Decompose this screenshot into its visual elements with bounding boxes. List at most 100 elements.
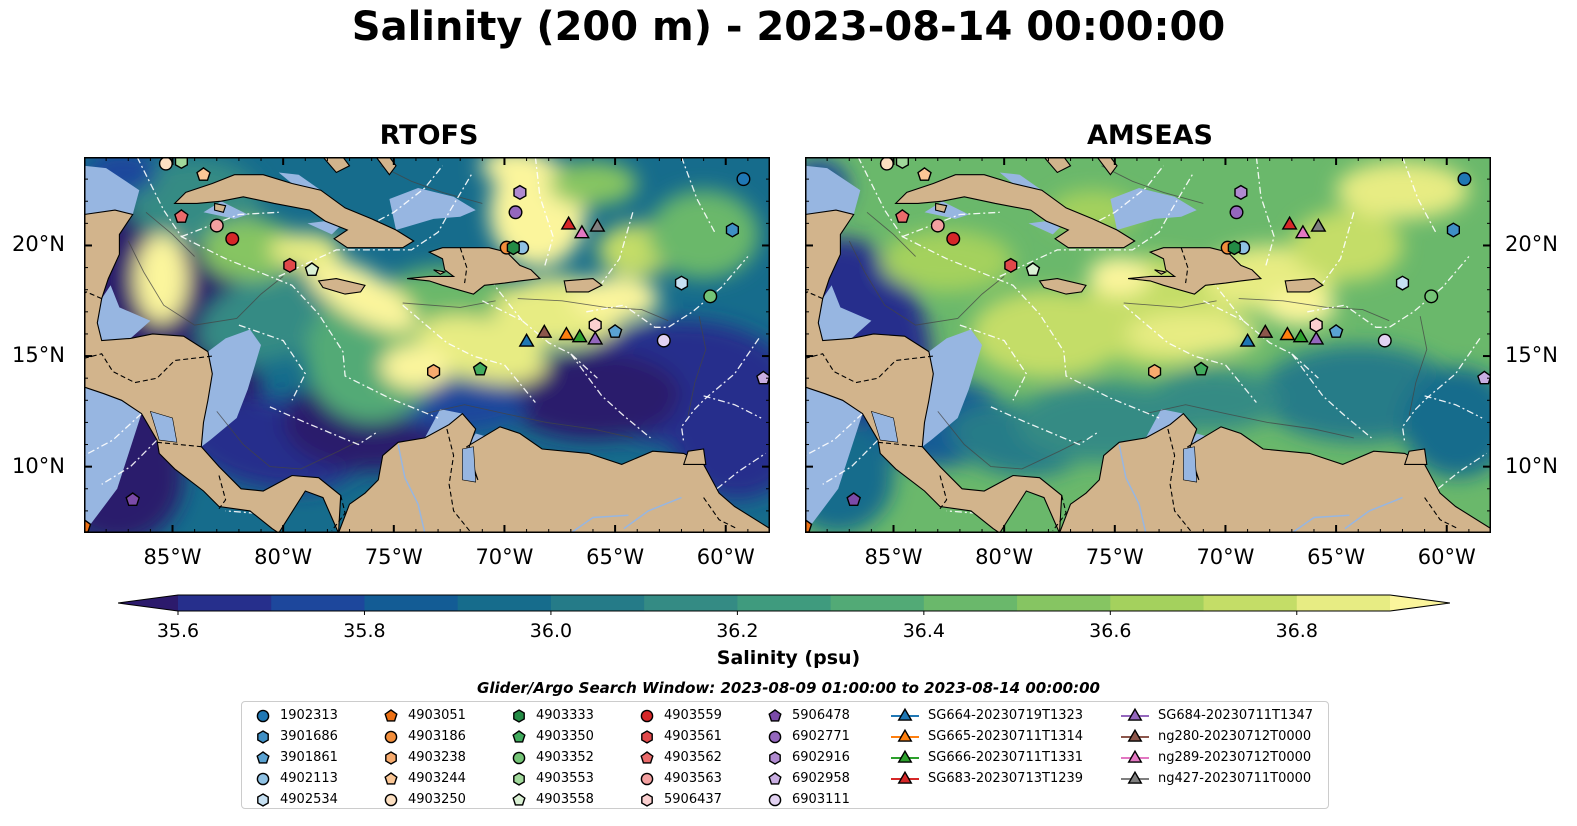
marker-5906437[interactable] [588,317,602,333]
marker-4903563[interactable] [930,218,945,233]
marker-4903562[interactable] [174,209,189,223]
marker-5906478[interactable] [846,492,862,506]
marker-4903238[interactable] [427,363,441,380]
marker-SG683-20230713T1239[interactable] [560,215,577,230]
marker-SG664-20230719T1323[interactable] [1239,332,1256,347]
legend-symbol[interactable] [256,750,270,764]
marker-4903352[interactable] [703,289,718,304]
map-amseas[interactable] [805,157,1491,533]
marker-1902313[interactable] [736,172,751,187]
legend-symbol[interactable] [769,750,781,765]
marker-4903561[interactable] [283,257,297,274]
marker-SG665-20230711T1314[interactable] [1279,326,1296,341]
marker-6902916[interactable] [1234,184,1248,201]
marker-5906478[interactable] [125,492,141,506]
marker-4903238[interactable] [1148,363,1162,380]
marker-4903553[interactable] [895,157,910,170]
marker-3901861[interactable] [1328,324,1344,338]
marker-ng427-20230711T0000[interactable] [589,217,606,232]
legend-symbol[interactable] [641,729,653,744]
marker-4902534[interactable] [1395,275,1410,291]
legend-symbol[interactable] [513,708,525,723]
legend-symbol[interactable] [768,708,782,722]
eez-boundary [278,174,472,277]
map-frame [84,157,770,533]
marker-1902313[interactable] [1457,172,1472,187]
marker-SG665-20230711T1314[interactable] [558,326,575,341]
marker-6902771[interactable] [1229,205,1244,220]
marker-ng280-20230712T0000[interactable] [1257,323,1274,338]
legend-symbol[interactable] [257,792,269,807]
legend-symbol[interactable] [640,709,654,722]
marker-4903352[interactable] [1424,289,1439,304]
legend-symbol[interactable] [385,750,397,765]
marker-4902534[interactable] [674,275,689,291]
legend-symbol[interactable] [768,730,782,743]
map-rtofs[interactable] [84,157,770,533]
legend-symbol[interactable] [640,750,654,764]
legend-symbol[interactable] [257,729,269,744]
marker-4903250[interactable] [879,157,894,171]
marker-SG684-20230711T1347[interactable] [1308,330,1325,345]
legend-symbol[interactable] [384,730,398,743]
legend-symbol[interactable] [897,728,913,742]
marker-4903333[interactable] [506,240,520,256]
legend-symbol[interactable] [1127,749,1143,763]
marker-4903559[interactable] [946,231,961,246]
legend-symbol[interactable] [640,772,654,785]
marker-4903244[interactable] [917,167,932,181]
marker-ng289-20230712T0000[interactable] [573,224,590,239]
marker-4903350[interactable] [1193,361,1209,376]
marker-ng427-20230711T0000[interactable] [1310,217,1327,232]
marker-SG666-20230711T1331[interactable] [571,328,588,343]
legend-symbol[interactable] [897,770,913,784]
legend-symbol[interactable] [384,708,398,722]
legend-symbol[interactable] [384,771,398,785]
marker-4903250[interactable] [158,157,173,171]
marker-4903559[interactable] [225,231,240,246]
marker-4903562[interactable] [895,209,910,223]
legend-symbol[interactable] [512,751,526,764]
legend-symbol[interactable] [256,709,270,722]
legend-symbol[interactable] [512,792,526,806]
marker-4903051[interactable] [84,518,92,533]
marker-ng289-20230712T0000[interactable] [1294,224,1311,239]
marker-SG664-20230719T1323[interactable] [518,332,535,347]
marker-4903558[interactable] [304,262,320,277]
marker-4903051[interactable] [805,518,813,533]
legend-symbol[interactable] [512,729,526,743]
legend-symbol[interactable] [641,792,653,807]
marker-4903333[interactable] [1227,240,1241,256]
legend-symbol[interactable] [256,772,270,785]
marker-SG684-20230711T1347[interactable] [587,330,604,345]
marker-3901861[interactable] [607,324,623,338]
legend-symbol[interactable] [897,707,913,721]
depth-contour [145,211,195,257]
legend-item: SG666-20230711T1331 [890,747,1083,768]
marker-4903558[interactable] [1025,262,1041,277]
marker-6903111[interactable] [1377,333,1392,348]
marker-SG666-20230711T1331[interactable] [1292,328,1309,343]
marker-6902771[interactable] [508,205,523,220]
marker-4903350[interactable] [472,361,488,376]
lon-tick-label: 80°W [254,545,313,569]
marker-3901686[interactable] [1446,222,1460,238]
marker-4903244[interactable] [196,167,211,181]
marker-5906437[interactable] [1309,317,1323,333]
legend-symbol[interactable] [768,771,782,785]
marker-6902916[interactable] [513,184,527,201]
legend-symbol[interactable] [897,749,913,763]
marker-4903561[interactable] [1004,257,1018,274]
marker-ng280-20230712T0000[interactable] [536,323,553,338]
marker-6903111[interactable] [656,333,671,348]
marker-4903563[interactable] [209,218,224,233]
marker-4903553[interactable] [174,157,189,170]
legend-symbol[interactable] [384,793,398,806]
legend-symbol[interactable] [1127,728,1143,742]
marker-3901686[interactable] [725,222,739,238]
legend-symbol[interactable] [1127,770,1143,784]
legend-symbol[interactable] [513,771,525,786]
legend-symbol[interactable] [768,793,782,806]
marker-SG683-20230713T1239[interactable] [1281,215,1298,230]
legend-symbol[interactable] [1127,707,1143,721]
